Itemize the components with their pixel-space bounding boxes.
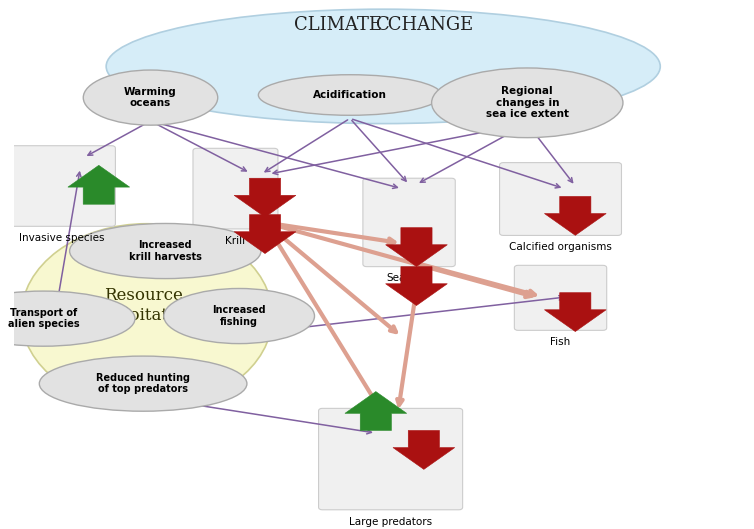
Text: Invasive species: Invasive species	[19, 233, 105, 243]
Ellipse shape	[0, 291, 135, 346]
Polygon shape	[385, 267, 447, 306]
Text: Krill: Krill	[225, 236, 246, 245]
Ellipse shape	[69, 223, 261, 279]
Polygon shape	[68, 166, 130, 204]
Polygon shape	[393, 431, 455, 469]
Polygon shape	[234, 215, 296, 253]
Polygon shape	[234, 178, 296, 217]
Text: Regional
changes in
sea ice extent: Regional changes in sea ice extent	[486, 86, 569, 120]
Ellipse shape	[106, 9, 661, 124]
Text: Reduced hunting
of top predators: Reduced hunting of top predators	[96, 373, 190, 395]
FancyBboxPatch shape	[319, 408, 463, 510]
Text: Large predators: Large predators	[349, 516, 432, 526]
FancyBboxPatch shape	[514, 266, 607, 330]
Text: CLIMATE CHANGE: CLIMATE CHANGE	[293, 16, 473, 34]
Polygon shape	[544, 196, 606, 235]
Ellipse shape	[431, 68, 623, 138]
Text: Resource
Exploitation: Resource Exploitation	[92, 287, 194, 324]
Polygon shape	[544, 293, 606, 332]
Polygon shape	[385, 227, 447, 267]
Ellipse shape	[21, 224, 272, 408]
Text: C: C	[376, 16, 390, 34]
Ellipse shape	[164, 288, 314, 344]
Text: Fish: Fish	[550, 337, 571, 347]
Ellipse shape	[83, 70, 218, 125]
Text: Calcified organisms: Calcified organisms	[509, 242, 612, 252]
Polygon shape	[345, 391, 406, 431]
FancyBboxPatch shape	[193, 148, 278, 229]
Text: Increased
krill harvests: Increased krill harvests	[129, 240, 202, 262]
Text: Seabirds: Seabirds	[386, 273, 432, 284]
Text: Transport of
alien species: Transport of alien species	[8, 308, 79, 330]
Text: Warming
oceans: Warming oceans	[124, 87, 177, 108]
FancyBboxPatch shape	[363, 178, 455, 267]
FancyBboxPatch shape	[8, 145, 115, 226]
Ellipse shape	[259, 75, 442, 115]
FancyBboxPatch shape	[500, 162, 621, 235]
Text: Acidification: Acidification	[313, 90, 387, 100]
Text: Increased
fishing: Increased fishing	[213, 305, 266, 327]
Ellipse shape	[39, 356, 247, 411]
